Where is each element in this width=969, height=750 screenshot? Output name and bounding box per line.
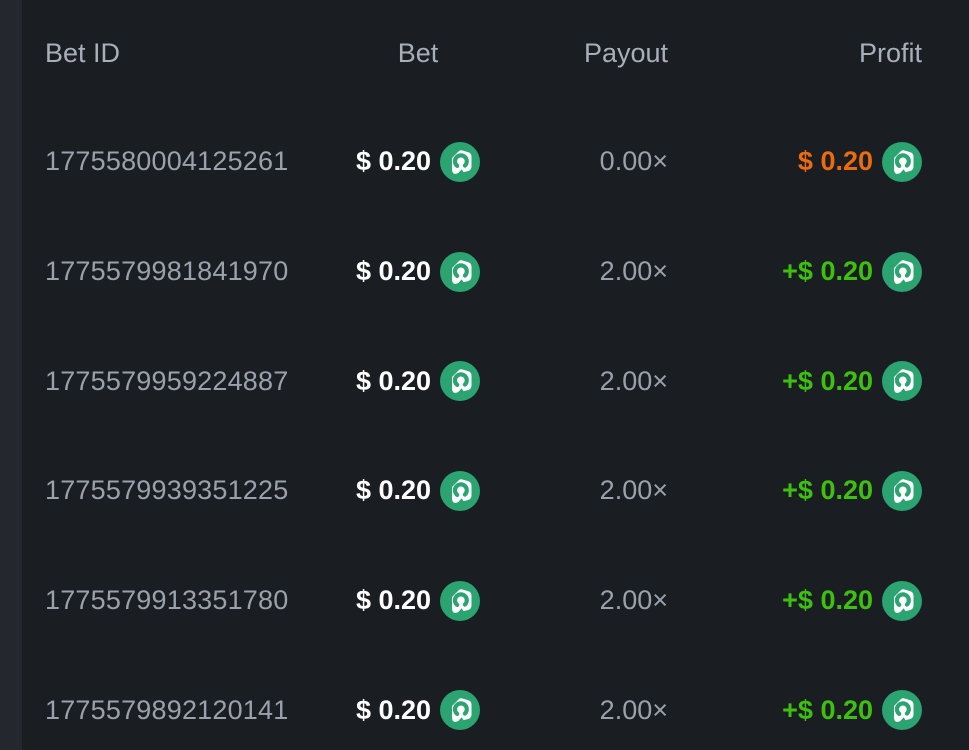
bc-coin-icon (440, 471, 480, 511)
bet-amount: $ 0.20 (355, 146, 432, 177)
bet-id: 1775579981841970 (45, 256, 289, 287)
payout-multiplier: 2.00× (599, 585, 668, 616)
payout-multiplier: 2.00× (599, 694, 668, 725)
bet-amount: $ 0.20 (355, 365, 432, 396)
bc-coin-icon (440, 361, 480, 401)
column-header-payout: Payout (583, 38, 668, 68)
table-row[interactable]: 1775579981841970 $ 0.20 2.00× +$ 0.20 (22, 217, 969, 327)
bet-id: 1775579959224887 (45, 365, 289, 396)
profit-amount: +$ 0.20 (782, 256, 873, 287)
bc-coin-icon (882, 471, 922, 511)
bc-coin-icon (882, 361, 922, 401)
bc-coin-icon (440, 142, 480, 182)
bets-history-table: Bet ID Bet Payout Profit 177558000412526… (22, 0, 969, 750)
profit-amount: +$ 0.20 (782, 365, 873, 396)
column-header-profit: Profit (858, 38, 922, 68)
bc-coin-icon (882, 690, 922, 730)
column-header-bet: Bet (397, 38, 439, 68)
bet-id: 1775579892120141 (45, 694, 289, 725)
table-row[interactable]: 1775579892120141 $ 0.20 2.00× +$ 0.20 (22, 655, 969, 750)
bet-id: 1775580004125261 (45, 146, 289, 177)
bc-coin-icon (440, 690, 480, 730)
bc-coin-icon (882, 252, 922, 292)
table-row[interactable]: 1775579939351225 $ 0.20 2.00× +$ 0.20 (22, 436, 969, 546)
payout-multiplier: 2.00× (599, 256, 668, 287)
profit-amount: $ 0.20 (797, 146, 873, 177)
bc-coin-icon (440, 581, 480, 621)
profit-amount: +$ 0.20 (782, 475, 873, 506)
bet-id: 1775579913351780 (45, 585, 289, 616)
bet-id: 1775579939351225 (45, 475, 289, 506)
column-header-bet-id: Bet ID (45, 38, 121, 68)
payout-multiplier: 2.00× (599, 365, 668, 396)
bc-coin-icon (440, 252, 480, 292)
bc-coin-icon (882, 581, 922, 621)
table-row[interactable]: 1775579913351780 $ 0.20 2.00× +$ 0.20 (22, 546, 969, 656)
table-row[interactable]: 1775579959224887 $ 0.20 2.00× +$ 0.20 (22, 326, 969, 436)
table-header: Bet ID Bet Payout Profit (22, 0, 969, 107)
bet-amount: $ 0.20 (355, 694, 432, 725)
bc-coin-icon (882, 142, 922, 182)
table-row[interactable]: 1775580004125261 $ 0.20 0.00× $ 0.20 (22, 107, 969, 217)
bet-amount: $ 0.20 (355, 256, 432, 287)
bet-amount: $ 0.20 (355, 585, 432, 616)
bet-amount: $ 0.20 (355, 475, 432, 506)
payout-multiplier: 2.00× (599, 475, 668, 506)
table-body: 1775580004125261 $ 0.20 0.00× $ 0.20 177… (22, 107, 969, 750)
profit-amount: +$ 0.20 (782, 585, 873, 616)
payout-multiplier: 0.00× (599, 146, 668, 177)
profit-amount: +$ 0.20 (782, 694, 873, 725)
